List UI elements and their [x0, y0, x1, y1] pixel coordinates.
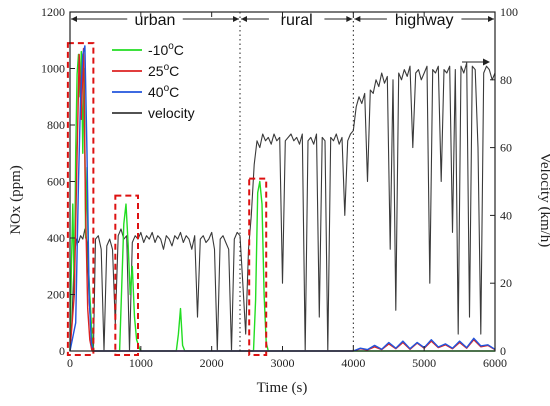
legend-label-3: velocity [148, 105, 195, 121]
legend-label-2: 40oC [148, 83, 179, 100]
y-left-tick-label-600: 600 [47, 175, 65, 189]
y-right-tick-label-60: 60 [500, 141, 512, 155]
y-right-tick-label-40: 40 [500, 208, 512, 222]
highlight-boxes [66, 42, 268, 356]
axes: 0 1000 2000 3000 4000 5000 6000020040060080010… [41, 5, 518, 370]
y-right-tick-label-100: 100 [500, 5, 518, 19]
x-tick-label-4000: 4000 [341, 356, 365, 370]
velocity-axis-arrow-head [483, 58, 490, 66]
segment-label-rural: rural [281, 12, 313, 29]
highlight-box-2 [114, 194, 140, 356]
x-tick-label-2000: 2000 [200, 356, 224, 370]
series-line-40oc [69, 45, 496, 352]
segment-arrow-right-urban [233, 16, 239, 22]
highlight-box-1 [66, 42, 95, 356]
highlight-box-3 [248, 177, 268, 356]
segment-label-bg-highway [386, 13, 462, 26]
legend-label-1: 25oC [148, 62, 179, 79]
legend-label-0: -10oC [148, 41, 184, 58]
y-right-tick-label-20: 20 [500, 276, 512, 290]
segment-arrow-right-highway [488, 16, 494, 22]
y-left-tick-label-800: 800 [47, 118, 65, 132]
y-axis-right-label: Velocity (km/h) [537, 153, 550, 248]
x-tick-label-0: 0 [67, 356, 73, 370]
x-axis-label: Time (s) [257, 380, 308, 396]
y-left-tick-label-0: 0 [59, 344, 65, 358]
series-line-velocity [69, 62, 496, 352]
y-right-tick-label-80: 80 [500, 73, 512, 87]
y-right-tick-label-0: 0 [500, 344, 506, 358]
segment-arrow-right-rural [346, 16, 353, 22]
segment-arrow-left-highway [354, 16, 361, 22]
legend: -10oC 25oC 40oC velocity [112, 41, 195, 121]
y-left-tick-label-200: 200 [47, 288, 65, 302]
y-left-tick-label-400: 400 [47, 231, 65, 245]
segment-arrow-left-urban [71, 16, 77, 22]
segment-arrow-left-rural [241, 16, 247, 22]
x-tick-label-5000: 5000 [412, 356, 436, 370]
segment-markers: urban rural highway [71, 12, 494, 351]
segment-label-urban: urban [135, 12, 176, 29]
y-axis-left-label: NOx (ppm) [8, 165, 24, 235]
x-tick-label-3000: 3000 [271, 356, 295, 370]
segment-label-highway: highway [395, 12, 454, 29]
x-tick-label-6000: 6000 [483, 356, 507, 370]
y-left-tick-label-1000: 1000 [41, 62, 65, 76]
y-left-tick-label-1200: 1200 [41, 5, 65, 19]
x-tick-label-1000: 1000 [129, 356, 153, 370]
data-layer [69, 45, 496, 352]
